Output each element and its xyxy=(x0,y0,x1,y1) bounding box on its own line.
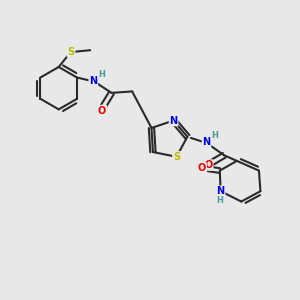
Text: N: N xyxy=(202,137,211,147)
Text: S: S xyxy=(173,152,180,162)
Text: O: O xyxy=(198,163,206,173)
Text: N: N xyxy=(89,76,97,85)
Text: H: H xyxy=(98,70,105,79)
Text: N: N xyxy=(169,116,178,126)
Text: S: S xyxy=(68,47,75,57)
Text: N: N xyxy=(217,186,225,196)
Text: H: H xyxy=(211,131,218,140)
Text: O: O xyxy=(98,106,106,116)
Text: H: H xyxy=(216,196,223,205)
Text: O: O xyxy=(205,160,213,170)
